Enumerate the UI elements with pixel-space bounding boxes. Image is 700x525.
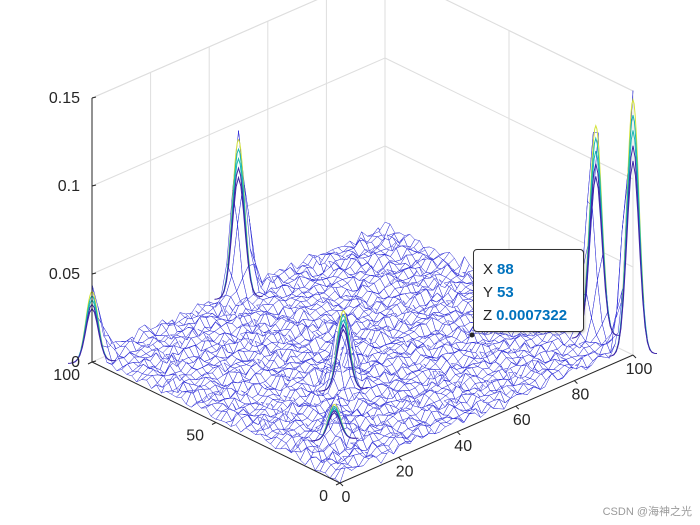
z-tick [91,184,97,187]
z-tick [91,360,97,363]
x-tick [515,405,520,410]
datatip-y-value: 53 [497,284,514,301]
x-axis-line [339,354,634,484]
x-tick-label: 0 [342,489,351,506]
grid-line-z [91,0,318,99]
y-tick-label: 100 [53,367,80,384]
grid-line-z [91,57,386,187]
y-tick [211,422,217,425]
peak-contour [319,328,368,392]
datatip-z-value: 0.0007322 [496,307,568,324]
datatip-y-row: Y 53 [483,281,583,304]
datatip-z-label: Z [483,307,493,324]
x-tick-label: 100 [626,361,653,378]
z-tick-label: 0.05 [49,266,80,283]
z-tick [91,96,97,99]
datatip-marker [469,332,475,338]
peak-contour [310,412,359,442]
datatip-x-value: 88 [497,261,514,278]
peak-contour [571,176,620,339]
datatip-x-label: X [483,261,494,278]
grid-top [91,0,318,99]
surface-peak [608,97,658,357]
x-tick [632,354,637,359]
peak-contour [608,160,658,357]
x-tick [574,380,578,384]
peak-contour [214,175,263,300]
y-tick-label: 50 [186,428,204,445]
datatip-x-row: X 88 [483,258,583,281]
datatip[interactable]: X 88 Y 53 Z 0.0007322 [473,249,584,332]
x-tick [339,482,344,487]
z-tick-label: 0.15 [49,90,80,107]
y-tick-label: 0 [319,488,328,505]
x-tick [456,431,461,436]
surface-peak [214,138,263,300]
grid-top [445,0,634,92]
y-tick [87,361,93,365]
z-tick [91,272,97,275]
z-tick-label: 0.1 [58,178,80,195]
x-tick-label: 40 [454,438,472,455]
watermark: CSDN @海神之光 [602,506,692,518]
surface-peak [310,403,359,442]
x-tick [398,457,402,461]
y-tick [335,482,341,486]
x-tick-label: 80 [572,387,590,404]
x-tick-label: 20 [396,463,414,480]
datatip-z-row: Z 0.0007322 [483,304,583,327]
axes-lines [87,96,637,487]
datatip-y-label: Y [483,284,494,301]
x-tick-label: 60 [513,412,531,429]
surface-peak [319,309,368,392]
z-tick-label: 0 [71,354,80,371]
